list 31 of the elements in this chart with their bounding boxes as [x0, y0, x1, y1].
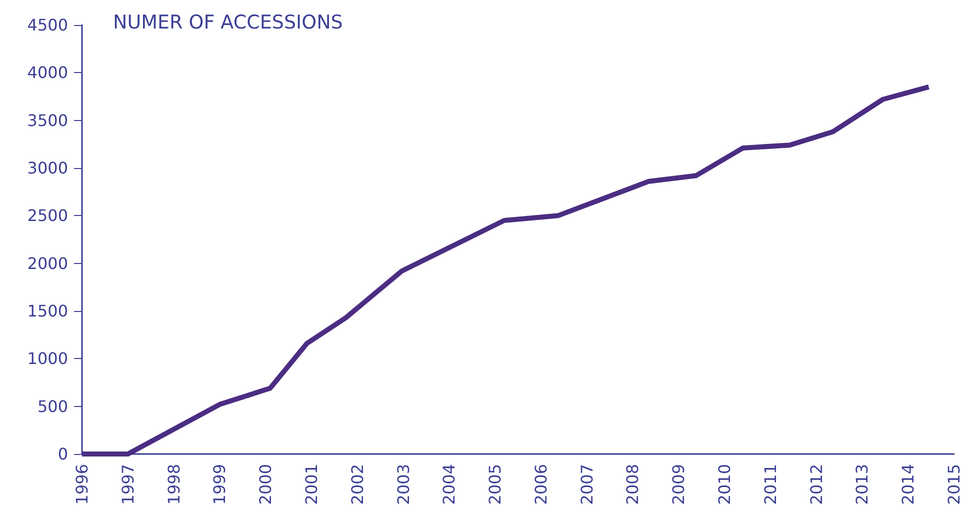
- y-tick-label: 2000: [27, 254, 68, 273]
- y-tick-label: 1500: [27, 302, 68, 320]
- x-tick-label: 2015: [944, 464, 964, 505]
- x-tick-label: 2002: [348, 464, 367, 505]
- y-tick-label: 1000: [27, 349, 68, 368]
- x-tick-label: 2011: [760, 464, 780, 505]
- x-tick-label: 1998: [164, 464, 184, 505]
- y-tick-label: 3500: [27, 110, 68, 130]
- x-tick-label: 2010: [715, 464, 734, 505]
- y-tick-label: 4500: [27, 16, 68, 34]
- x-tick-label: 2013: [852, 464, 872, 505]
- x-tick-label: 1999: [210, 464, 230, 505]
- x-tick-label: 2005: [486, 464, 505, 505]
- chart-title: NUMER OF ACCESSIONS: [113, 12, 343, 34]
- x-tick-label: 1996: [72, 464, 92, 505]
- x-tick-label: 2008: [623, 464, 642, 505]
- x-tick-label: 2004: [440, 464, 459, 505]
- y-tick-label: 0: [58, 444, 68, 464]
- y-tick-label: 2500: [27, 206, 68, 226]
- x-tick-label: 2003: [394, 464, 413, 505]
- y-tick-label: 500: [37, 396, 68, 416]
- x-tick-label: 2007: [577, 464, 596, 505]
- x-tick-label: 2001: [302, 464, 321, 505]
- x-tick-label: 2012: [806, 464, 826, 505]
- x-tick-label: 2014: [898, 464, 918, 505]
- x-tick-label: 2000: [256, 464, 276, 505]
- x-tick-label: 2006: [531, 464, 550, 505]
- x-tick-label: 2009: [669, 464, 688, 505]
- y-tick-label: 4000: [27, 63, 68, 82]
- y-tick-label: 3000: [27, 158, 68, 178]
- x-tick-label: 1997: [118, 464, 138, 505]
